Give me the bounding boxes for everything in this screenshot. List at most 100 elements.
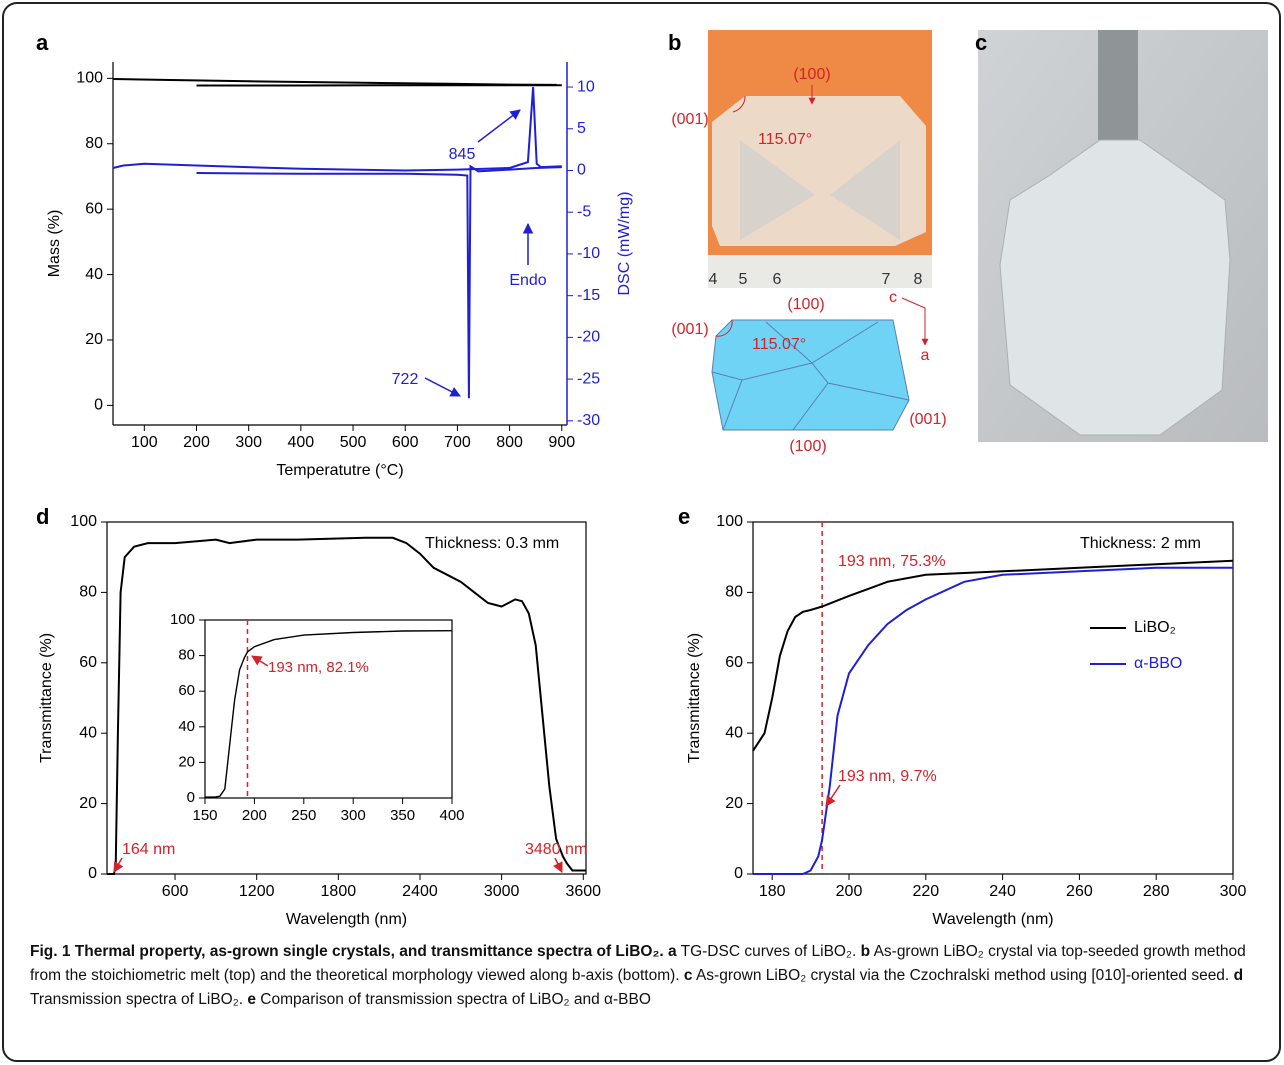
plot-frame xyxy=(752,521,1234,875)
y-tick-label: 0 xyxy=(88,865,97,882)
x-tick-label: 500 xyxy=(340,434,367,451)
x-tick-label: 220 xyxy=(912,883,939,900)
y2-tick-label: -20 xyxy=(577,329,600,346)
ruler-number: 7 xyxy=(882,271,891,288)
x-tick-label: 200 xyxy=(836,883,863,900)
crystal-texture xyxy=(740,140,815,240)
diagram-label: c xyxy=(889,289,897,306)
x-tick-label: 300 xyxy=(341,807,366,824)
annotation-arrow xyxy=(424,377,461,397)
panel-label: d xyxy=(36,504,49,529)
y-tick-label: 60 xyxy=(178,682,195,699)
ruler-number: 5 xyxy=(739,271,748,288)
annotation: 3480 nm xyxy=(525,841,587,858)
series-line xyxy=(205,630,453,798)
y-tick-label: 80 xyxy=(725,584,743,601)
caption-part-label: e xyxy=(247,991,256,1008)
y-tick-label: 20 xyxy=(85,331,103,348)
x-tick-label: 300 xyxy=(1220,883,1247,900)
series-line xyxy=(753,566,1233,875)
y-tick-label: 80 xyxy=(85,135,103,152)
annotation: 193 nm, 9.7% xyxy=(838,768,937,785)
photo-label: (001) xyxy=(671,111,708,128)
y-tick-label: 40 xyxy=(725,724,743,741)
y-tick-label: 60 xyxy=(725,654,743,671)
annotation: 193 nm, 82.1% xyxy=(268,659,369,676)
annotation: 722 xyxy=(392,371,419,388)
annotation: 193 nm, 75.3% xyxy=(838,553,946,570)
y-tick-label: 40 xyxy=(85,266,103,283)
morphology-edge xyxy=(722,379,743,431)
annotation: 164 nm xyxy=(122,841,175,858)
y2-tick-label: -30 xyxy=(577,412,600,429)
x-axis-label: Wavelength (nm) xyxy=(286,911,407,928)
x-tick-label: 400 xyxy=(288,434,315,451)
y-tick-label: 100 xyxy=(70,513,97,530)
y-tick-label: 100 xyxy=(76,70,103,87)
series-line xyxy=(112,86,562,172)
plot-frame xyxy=(204,619,453,799)
morphology-edge xyxy=(711,321,879,381)
caption-part-label: d xyxy=(1233,967,1244,984)
y2-tick-label: -5 xyxy=(577,203,591,220)
y2-tick-label: 10 xyxy=(577,78,595,95)
x-tick-label: 200 xyxy=(183,434,210,451)
x-axis-label: Temperatutre (°C) xyxy=(276,462,403,479)
legend-label: α-BBO xyxy=(1134,655,1182,672)
morphology xyxy=(711,319,910,431)
y-tick-label: 0 xyxy=(94,397,103,414)
angle-arc xyxy=(732,95,746,113)
x-tick-label: 250 xyxy=(291,807,316,824)
y-tick-label: 100 xyxy=(170,611,195,628)
y-tick-label: 60 xyxy=(85,200,103,217)
diagram-label: (001) xyxy=(909,411,946,428)
axis-arrow xyxy=(901,297,929,346)
x-tick-label: 200 xyxy=(242,807,267,824)
x-tick-label: 180 xyxy=(759,883,786,900)
ruler xyxy=(708,255,932,288)
x-tick-label: 150 xyxy=(192,807,217,824)
photo-label: 115.07° xyxy=(758,131,812,148)
y-tick-label: 0 xyxy=(734,865,743,882)
y2-tick-label: -10 xyxy=(577,245,600,262)
ruler-number: 8 xyxy=(914,271,923,288)
caption-part-label: a xyxy=(667,943,677,960)
y2-axis-label: DSC (mW/mg) xyxy=(616,192,633,296)
y-tick-label: 20 xyxy=(725,795,743,812)
panel-label: e xyxy=(678,504,690,529)
crystal-texture xyxy=(830,140,900,240)
ruler-number: 6 xyxy=(773,271,782,288)
y2-tick-label: -15 xyxy=(577,287,600,304)
morphology-edge xyxy=(792,382,829,431)
annotation-arrow xyxy=(825,784,841,807)
caption-part-text: As-grown LiBO₂ crystal via top-seeded gr… xyxy=(30,943,1246,984)
seed-rod xyxy=(1098,30,1138,140)
x-tick-label: 100 xyxy=(131,434,158,451)
x-tick-label: 260 xyxy=(1066,883,1093,900)
panel-label: c xyxy=(975,30,987,55)
panel-label: b xyxy=(668,30,681,55)
caption-title: Fig. 1 Thermal property, as-grown single… xyxy=(30,943,664,960)
annotation-arrow xyxy=(553,857,563,873)
x-tick-label: 3000 xyxy=(484,883,520,900)
x-tick-label: 900 xyxy=(548,434,575,451)
x-tick-label: 600 xyxy=(162,883,189,900)
crystal xyxy=(999,139,1231,436)
x-tick-label: 240 xyxy=(989,883,1016,900)
annotation-arrow xyxy=(251,655,269,667)
x-tick-label: 280 xyxy=(1143,883,1170,900)
x-tick-label: 600 xyxy=(392,434,419,451)
y-tick-label: 40 xyxy=(178,718,195,735)
y-tick-label: 80 xyxy=(79,584,97,601)
series-line xyxy=(752,559,1234,752)
y-tick-label: 40 xyxy=(79,724,97,741)
y-tick-label: 20 xyxy=(79,795,97,812)
diagram-label: (100) xyxy=(789,438,826,455)
y-axis-label: Mass (%) xyxy=(46,210,63,278)
x-axis-label: Wavelength (nm) xyxy=(932,911,1053,928)
diagram-label: a xyxy=(921,347,930,364)
series-line xyxy=(107,536,586,875)
panel-label: a xyxy=(36,30,49,55)
